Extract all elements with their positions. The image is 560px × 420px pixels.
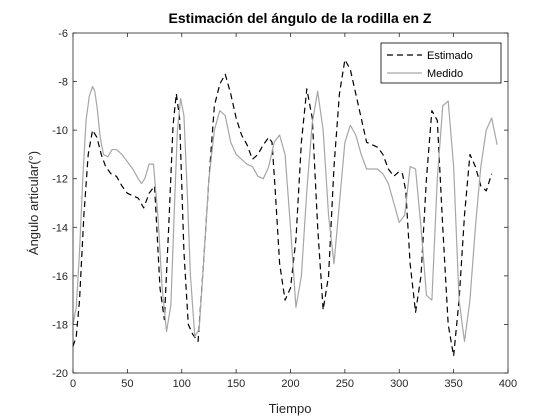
y-tick-label: -16: [52, 271, 68, 283]
x-tick-label: 250: [336, 378, 354, 390]
y-tick-label: -6: [58, 28, 68, 40]
series-line-estimado: [72, 59, 493, 357]
x-tick-label: 400: [499, 378, 517, 390]
x-tick-label: 350: [444, 378, 462, 390]
x-tick-label: 0: [70, 378, 76, 390]
legend-label-medido: Medido: [427, 68, 463, 80]
plot-area: [73, 33, 508, 373]
x-axis-label: Tiempo: [269, 401, 312, 416]
x-tick-label: 200: [281, 378, 299, 390]
legend: Estimado Medido: [380, 42, 502, 84]
ticks-layer: 0 50 100 150 200 250 300 350 400 -20 -18 -16 -14 -12 -…: [52, 28, 517, 390]
x-tick-label: 50: [121, 378, 133, 390]
y-tick-label: -10: [52, 125, 68, 137]
y-tick-label: -14: [52, 222, 68, 234]
x-tick-label: 300: [390, 378, 408, 390]
x-tick-label: 150: [227, 378, 245, 390]
y-tick-label: -18: [52, 319, 68, 331]
y-axis-label: Ángulo articular(°): [26, 151, 41, 255]
legend-box: [380, 42, 502, 84]
x-tick-label: 100: [173, 378, 191, 390]
y-tick-label: -20: [52, 368, 68, 380]
legend-label-estimado: Estimado: [427, 50, 473, 62]
y-tick-label: -12: [52, 174, 68, 186]
series-layer: [72, 59, 498, 357]
series-line-medido: [72, 85, 498, 343]
chart-title: Estimación del ángulo de la rodilla en Z: [169, 10, 432, 26]
y-tick-label: -8: [58, 77, 68, 89]
